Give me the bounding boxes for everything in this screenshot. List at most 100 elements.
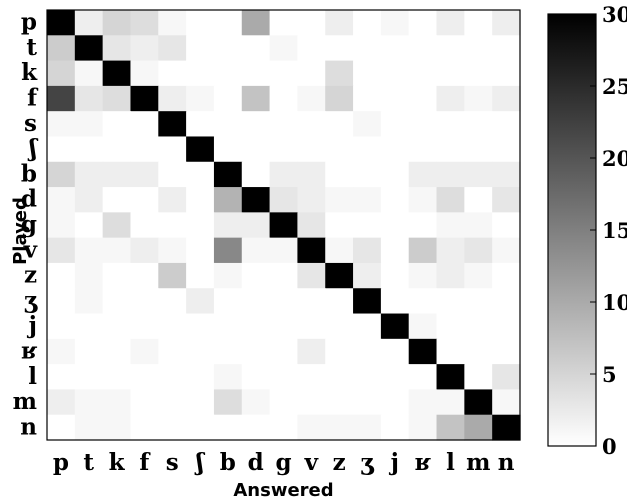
- heatmap-cell-l-z: [325, 364, 354, 391]
- heatmap-cell-p-d: [241, 10, 271, 36]
- colorbar-tick-label: 20: [602, 146, 627, 171]
- heatmap-cell-n-z: [325, 414, 354, 441]
- heatmap-cell-ʒ-k: [102, 288, 132, 315]
- heatmap-cell-s-l: [436, 111, 465, 138]
- heatmap-cell-f-g: [269, 85, 299, 112]
- heatmap-cell-ʁ-j: [380, 338, 410, 365]
- heatmap-cell-j-ʁ: [408, 313, 438, 340]
- heatmap-cell-b-g: [269, 161, 299, 188]
- heatmap-cell-p-j: [380, 10, 410, 36]
- heatmap-cell-j-j: [380, 313, 410, 340]
- heatmap-cell-s-ʃ: [186, 111, 215, 138]
- heatmap-cell-m-j: [380, 389, 410, 416]
- heatmap-cell-b-b: [213, 161, 243, 188]
- heatmap-cell-ʁ-k: [102, 338, 132, 365]
- heatmap-cell-s-d: [241, 111, 271, 138]
- heatmap-cell-v-t: [74, 237, 104, 264]
- heatmap-cell-n-d: [241, 414, 271, 441]
- heatmap-cell-t-ʁ: [408, 35, 438, 62]
- heatmap-cell-ʃ-f: [130, 136, 159, 163]
- heatmap-cell-k-f: [130, 60, 159, 87]
- heatmap-cell-ʃ-j: [380, 136, 410, 163]
- heatmap-cell-k-z: [325, 60, 354, 87]
- heatmap-cell-z-ʃ: [186, 262, 215, 289]
- heatmap-cell-s-b: [213, 111, 243, 138]
- heatmap-cell-g-j: [380, 212, 410, 239]
- heatmap-cell-z-l: [436, 262, 465, 289]
- colorbar-ticks: 0 5 10 15 20 25 30: [590, 2, 627, 459]
- heatmap-cell-ʃ-n: [492, 136, 521, 163]
- heatmap-cell-z-v: [297, 262, 326, 289]
- heatmap-cell-z-m: [464, 262, 493, 289]
- heatmap-cell-ʒ-f: [130, 288, 159, 315]
- heatmap-cell-z-z: [325, 262, 354, 289]
- x-tick-label: s: [166, 449, 179, 476]
- heatmap-cell-d-t: [74, 187, 104, 213]
- heatmap-cell-p-m: [464, 10, 493, 36]
- heatmap-cell-d-z: [325, 187, 354, 213]
- heatmap-cell-p-k: [102, 10, 132, 36]
- y-tick-label: g: [21, 211, 37, 238]
- heatmap-cells: [47, 10, 521, 441]
- heatmap-cell-ʁ-ʒ: [353, 338, 382, 365]
- heatmap-cell-l-n: [492, 364, 521, 391]
- x-tick-label: m: [466, 449, 490, 476]
- heatmap-cell-j-d: [241, 313, 271, 340]
- heatmap-cell-ʒ-ʒ: [353, 288, 382, 315]
- y-tick-label: n: [20, 413, 37, 440]
- y-tick-label: k: [21, 59, 38, 86]
- heatmap-cell-p-ʃ: [186, 10, 215, 36]
- heatmap-cell-v-k: [102, 237, 132, 264]
- heatmap-cell-b-m: [464, 161, 493, 188]
- heatmap-cell-p-v: [297, 10, 326, 36]
- heatmap-cell-d-n: [492, 187, 521, 213]
- heatmap-cell-v-n: [492, 237, 521, 264]
- heatmap-cell-j-m: [464, 313, 493, 340]
- heatmap-cell-ʃ-m: [464, 136, 493, 163]
- heatmap-cell-t-s: [158, 35, 187, 62]
- heatmap-cell-ʁ-s: [158, 338, 187, 365]
- heatmap-cell-s-p: [47, 111, 76, 138]
- heatmap-cell-f-ʒ: [353, 85, 382, 112]
- heatmap-cell-g-z: [325, 212, 354, 239]
- heatmap-cell-ʒ-s: [158, 288, 187, 315]
- heatmap-cell-f-ʁ: [408, 85, 438, 112]
- heatmap-cell-v-j: [380, 237, 410, 264]
- heatmap-cell-d-g: [269, 187, 299, 213]
- heatmap-cell-f-d: [241, 85, 271, 112]
- heatmap-cell-z-p: [47, 262, 76, 289]
- heatmap-cell-g-v: [297, 212, 326, 239]
- heatmap-cell-l-b: [213, 364, 243, 391]
- heatmap-cell-p-p: [47, 10, 76, 36]
- heatmap-cell-ʁ-b: [213, 338, 243, 365]
- heatmap-cell-k-l: [436, 60, 465, 87]
- heatmap-cell-s-k: [102, 111, 132, 138]
- heatmap-cell-s-m: [464, 111, 493, 138]
- heatmap-cell-j-v: [297, 313, 326, 340]
- heatmap-cell-ʁ-n: [492, 338, 521, 365]
- heatmap-cell-v-v: [297, 237, 326, 264]
- heatmap-cell-z-d: [241, 262, 271, 289]
- x-tick-label: g: [275, 449, 291, 476]
- heatmap-cell-g-p: [47, 212, 76, 239]
- heatmap-cell-j-g: [269, 313, 299, 340]
- heatmap-cell-z-f: [130, 262, 159, 289]
- heatmap-cell-ʃ-ʒ: [353, 136, 382, 163]
- heatmap-cell-ʁ-p: [47, 338, 76, 365]
- heatmap-cell-b-v: [297, 161, 326, 188]
- x-tick-label: k: [109, 449, 126, 476]
- heatmap-cell-l-m: [464, 364, 493, 391]
- y-tick-label: v: [23, 236, 38, 263]
- heatmap-cell-l-ʁ: [408, 364, 438, 391]
- heatmap-cell-d-f: [130, 187, 159, 213]
- heatmap-cell-m-d: [241, 389, 271, 416]
- heatmap-cell-t-f: [130, 35, 159, 62]
- heatmap-cell-k-n: [492, 60, 521, 87]
- heatmap-cell-z-j: [380, 262, 410, 289]
- heatmap-cell-t-k: [102, 35, 132, 62]
- heatmap-cell-f-b: [213, 85, 243, 112]
- heatmap-cell-t-d: [241, 35, 271, 62]
- heatmap-cell-ʒ-g: [269, 288, 299, 315]
- heatmap-cell-ʃ-p: [47, 136, 76, 163]
- heatmap-cell-m-s: [158, 389, 187, 416]
